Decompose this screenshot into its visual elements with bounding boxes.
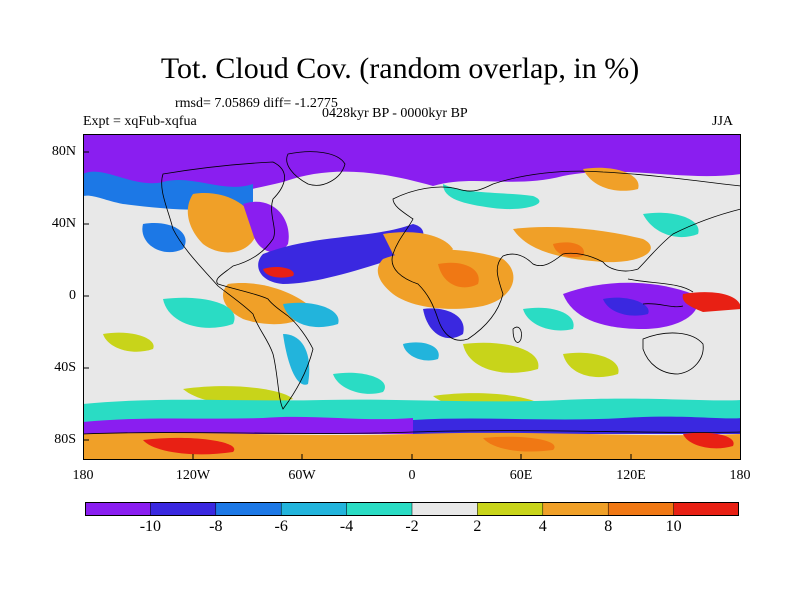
colorbar-label: -2 — [405, 518, 419, 535]
axis-ticks — [83, 151, 632, 460]
colorbar-label: -6 — [274, 518, 288, 535]
lon-label-180e: 180 — [729, 468, 751, 483]
lat-label-40n: 40N — [51, 216, 76, 231]
lon-label-120e: 120E — [616, 468, 646, 483]
coastlines — [83, 151, 741, 435]
colorbar-label: 8 — [604, 518, 613, 535]
season-label: JJA — [712, 114, 734, 129]
colorbar-label: -4 — [339, 518, 354, 535]
colorbar-cell — [477, 502, 544, 516]
cloud-anomaly-map — [83, 134, 741, 460]
lon-label-180w: 180 — [72, 468, 94, 483]
period-label: 0428kyr BP - 0000kyr BP — [322, 106, 468, 121]
colorbar-cell — [85, 502, 151, 516]
colorbar-cell — [542, 502, 609, 516]
colorbar-label: -8 — [209, 518, 223, 535]
lat-label-40s: 40S — [54, 360, 76, 375]
lat-label-80s: 80S — [54, 432, 76, 447]
colorbar-cell — [607, 502, 675, 516]
experiment-label: Expt = xqFub-xqfua — [83, 114, 197, 129]
lon-label-0: 0 — [408, 468, 416, 483]
colorbar-label: 2 — [473, 518, 482, 535]
lon-label-120w: 120W — [175, 468, 211, 483]
lon-label-60e: 60E — [509, 468, 533, 483]
anomaly-field — [83, 134, 741, 460]
lat-label-80n: 80N — [51, 144, 76, 159]
colorbar-label: 4 — [538, 518, 547, 535]
map-title: Tot. Cloud Cov. (random overlap, in %) — [160, 52, 640, 85]
stats-label: rmsd= 7.05869 diff= -1.2775 — [175, 96, 338, 111]
lat-label-0: 0 — [69, 288, 76, 303]
colorbar-cell — [215, 502, 282, 516]
colorbar-cell — [150, 502, 217, 516]
colorbar-label: -10 — [139, 518, 162, 535]
colorbar — [85, 502, 739, 516]
colorbar-cell — [411, 502, 478, 516]
colorbar-label: 10 — [665, 518, 682, 535]
colorbar-cell — [346, 502, 413, 516]
lon-label-60w: 60W — [288, 468, 316, 483]
colorbar-cell — [280, 502, 348, 516]
colorbar-cell — [673, 502, 739, 516]
